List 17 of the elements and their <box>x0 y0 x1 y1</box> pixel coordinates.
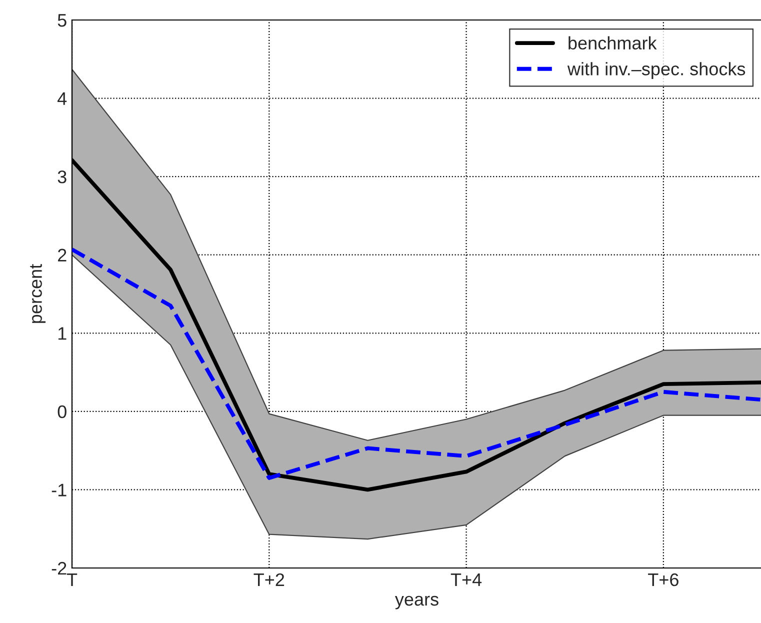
x-tick-label: T+6 <box>648 573 678 586</box>
legend-label: with inv.–spec. shocks <box>567 62 746 79</box>
y-tick-label: 1 <box>58 327 66 340</box>
y-tick-label: 4 <box>58 92 67 105</box>
x-axis-title: years <box>394 596 438 610</box>
x-tick-label: T+4 <box>450 574 482 586</box>
legend-label: benchmark <box>568 36 657 50</box>
x-tick-label: T <box>66 574 78 586</box>
y-tick-label: 2 <box>58 248 66 262</box>
y-tick-label: -1 <box>52 484 66 496</box>
y-tick-label: 3 <box>58 170 66 184</box>
y-axis-title: percent <box>30 264 46 323</box>
x-tick-label: T+2 <box>254 573 284 586</box>
y-tick-label: 0 <box>58 405 66 418</box>
y-tick-label: 5 <box>58 14 66 27</box>
y-tick-label: -2 <box>52 562 66 575</box>
line-series <box>72 247 761 480</box>
